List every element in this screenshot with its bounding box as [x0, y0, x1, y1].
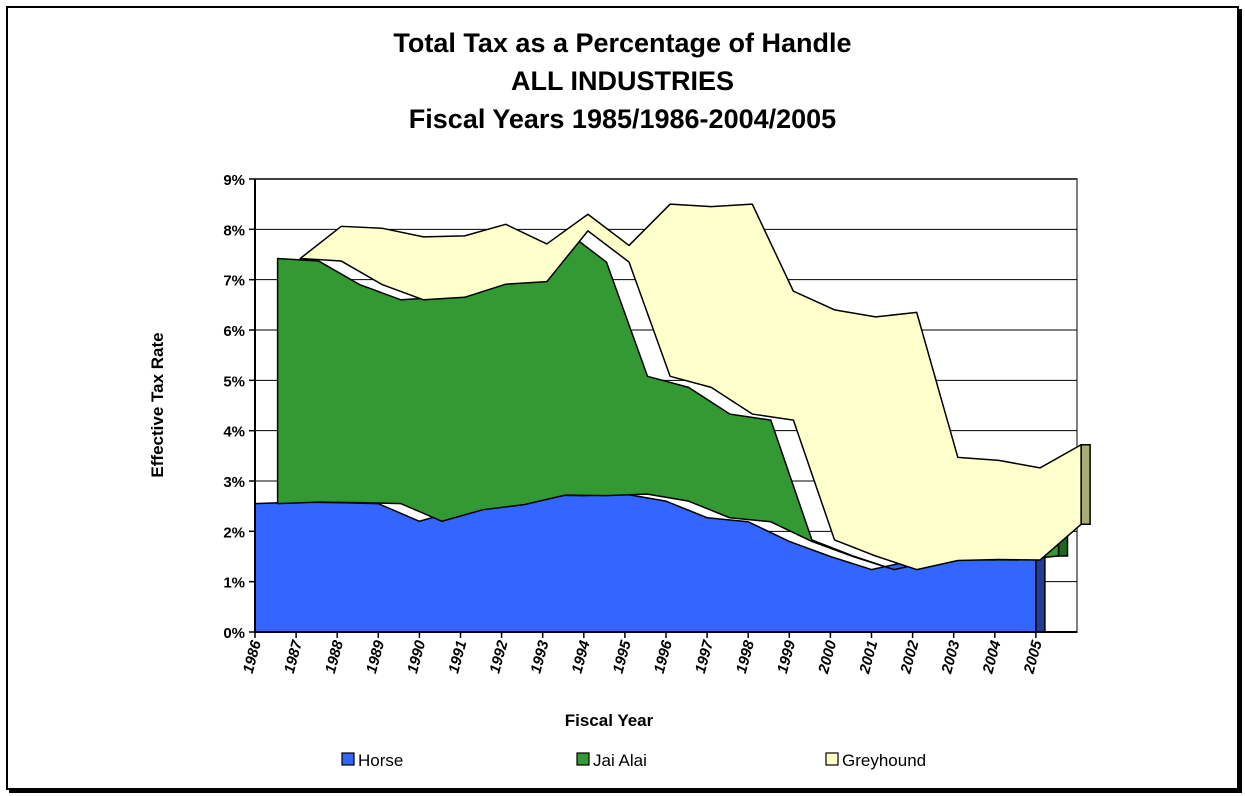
x-tick-label: 1992 [486, 638, 511, 675]
area-series [254, 203, 1091, 633]
y-axis-label: Effective Tax Rate [148, 332, 167, 477]
x-tick-label: 1994 [569, 638, 594, 675]
y-tick-label: 3% [223, 474, 245, 491]
x-tick-label: 2000 [815, 638, 840, 676]
title-line-2: ALL INDUSTRIES [510, 66, 734, 96]
legend: Horse Jai Alai Greyhound [341, 751, 926, 770]
legend-label: Greyhound [842, 751, 926, 770]
legend-item-jai-alai: Jai Alai [576, 751, 647, 770]
y-tick-label: 8% [223, 222, 245, 239]
x-tick-label: 1996 [651, 638, 676, 675]
x-tick-label: 1989 [363, 638, 388, 675]
x-tick-label: 2003 [938, 638, 963, 676]
title-line-3: Fiscal Years 1985/1986-2004/2005 [408, 104, 837, 134]
x-tick-label: 1987 [281, 638, 306, 675]
series-area-greyhound [299, 203, 1082, 571]
legend-item-horse: Horse [341, 751, 403, 770]
x-axis-label: Fiscal Year [565, 711, 654, 730]
x-tick-label: 1988 [322, 638, 347, 675]
x-tick-label: 1995 [610, 638, 635, 675]
x-tick-label: 1998 [733, 638, 758, 675]
x-tick-label: 1991 [445, 639, 470, 676]
x-tick-label: 2005 [1020, 638, 1045, 676]
x-tick-label: 1999 [774, 638, 799, 675]
y-tick-label: 0% [223, 625, 245, 642]
y-tick-label: 1% [223, 575, 245, 592]
legend-swatch [341, 752, 355, 766]
legend-label: Horse [358, 751, 403, 770]
legend-item-greyhound: Greyhound [825, 751, 926, 770]
x-tick-label: 2001 [856, 639, 881, 677]
x-tick-label: 1993 [528, 638, 553, 675]
y-tick-label: 6% [223, 323, 245, 340]
axes [249, 178, 1077, 638]
x-tick-label: 2002 [897, 638, 922, 676]
legend-swatch [825, 752, 839, 766]
x-tick-label: 1997 [692, 638, 717, 675]
x-tick-label: 1986 [240, 638, 265, 675]
title-line-1: Total Tax as a Percentage of Handle [393, 28, 852, 58]
y-tick-label: 4% [223, 424, 245, 441]
x-tick-label: 1990 [404, 638, 429, 675]
series-side-horse [1035, 555, 1046, 633]
legend-swatch [576, 752, 590, 766]
legend-label: Jai Alai [593, 751, 647, 770]
x-tick-label: 2004 [979, 638, 1004, 676]
y-tick-label: 9% [223, 172, 245, 189]
series-side-greyhound [1080, 444, 1091, 526]
chart-title: Total Tax as a Percentage of Handle ALL … [0, 24, 1245, 138]
y-tick-label: 2% [223, 524, 245, 541]
y-tick-label: 5% [223, 373, 245, 390]
y-tick-label: 7% [223, 273, 245, 290]
